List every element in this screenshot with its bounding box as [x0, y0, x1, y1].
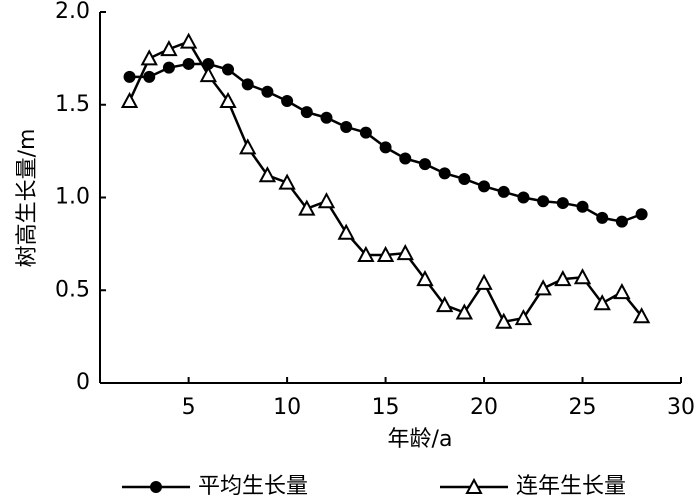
y-tick-label: 0: [76, 370, 90, 395]
point: [219, 91, 237, 109]
point: [143, 70, 156, 83]
x-axis-label: 年龄/a: [388, 427, 453, 452]
point: [418, 158, 431, 171]
y-tick-label: 0.5: [55, 277, 90, 302]
point: [239, 138, 257, 155]
point: [576, 200, 589, 213]
point: [455, 303, 474, 320]
y-tick-label: 1.5: [55, 92, 90, 117]
point: [475, 273, 493, 290]
legend-label: 连年生长量: [516, 474, 626, 499]
point: [556, 197, 569, 210]
point: [596, 211, 609, 224]
point: [320, 111, 333, 124]
point: [573, 268, 592, 285]
point: [593, 294, 611, 311]
legend-marker: [465, 477, 483, 494]
point: [241, 78, 254, 91]
legend-label: 平均生长量: [198, 474, 308, 499]
point: [300, 106, 313, 119]
point: [495, 312, 513, 329]
point: [179, 32, 198, 49]
point: [182, 57, 195, 70]
x-tick-label: 5: [182, 395, 196, 420]
point: [435, 295, 454, 313]
legend-marker: [150, 481, 162, 493]
point: [123, 70, 136, 83]
x-tick-label: 10: [273, 395, 301, 420]
point: [537, 195, 550, 208]
point: [615, 215, 628, 228]
point: [278, 173, 296, 190]
point: [396, 244, 414, 261]
point: [438, 167, 451, 180]
point: [517, 191, 530, 204]
point: [340, 121, 353, 134]
y-axis-label: 树高生长量/m: [15, 129, 40, 268]
point: [160, 39, 178, 57]
x-tick-label: 25: [569, 395, 597, 420]
point: [357, 245, 375, 263]
point: [376, 245, 395, 263]
y-tick-label: 2.0: [55, 0, 90, 24]
point: [359, 126, 372, 139]
point: [497, 185, 510, 198]
point: [379, 141, 392, 154]
point: [458, 172, 471, 185]
point: [261, 85, 274, 98]
point: [514, 308, 533, 326]
point: [120, 91, 139, 109]
point: [202, 57, 215, 70]
point: [635, 208, 648, 221]
x-tick-label: 20: [470, 395, 498, 420]
point: [298, 199, 316, 216]
x-tick-label: 30: [667, 395, 695, 420]
point: [199, 65, 217, 83]
point: [162, 61, 175, 74]
x-tick-label: 15: [372, 395, 400, 420]
y-tick-label: 1.0: [55, 185, 90, 210]
point: [416, 270, 434, 287]
point: [281, 95, 294, 108]
point: [140, 49, 158, 66]
point: [534, 279, 552, 296]
point: [478, 180, 491, 193]
point: [258, 166, 277, 183]
point: [613, 282, 631, 300]
point: [317, 192, 336, 209]
point: [337, 223, 355, 240]
point: [222, 63, 235, 76]
point: [632, 307, 651, 324]
point: [399, 152, 412, 165]
point: [554, 270, 572, 287]
